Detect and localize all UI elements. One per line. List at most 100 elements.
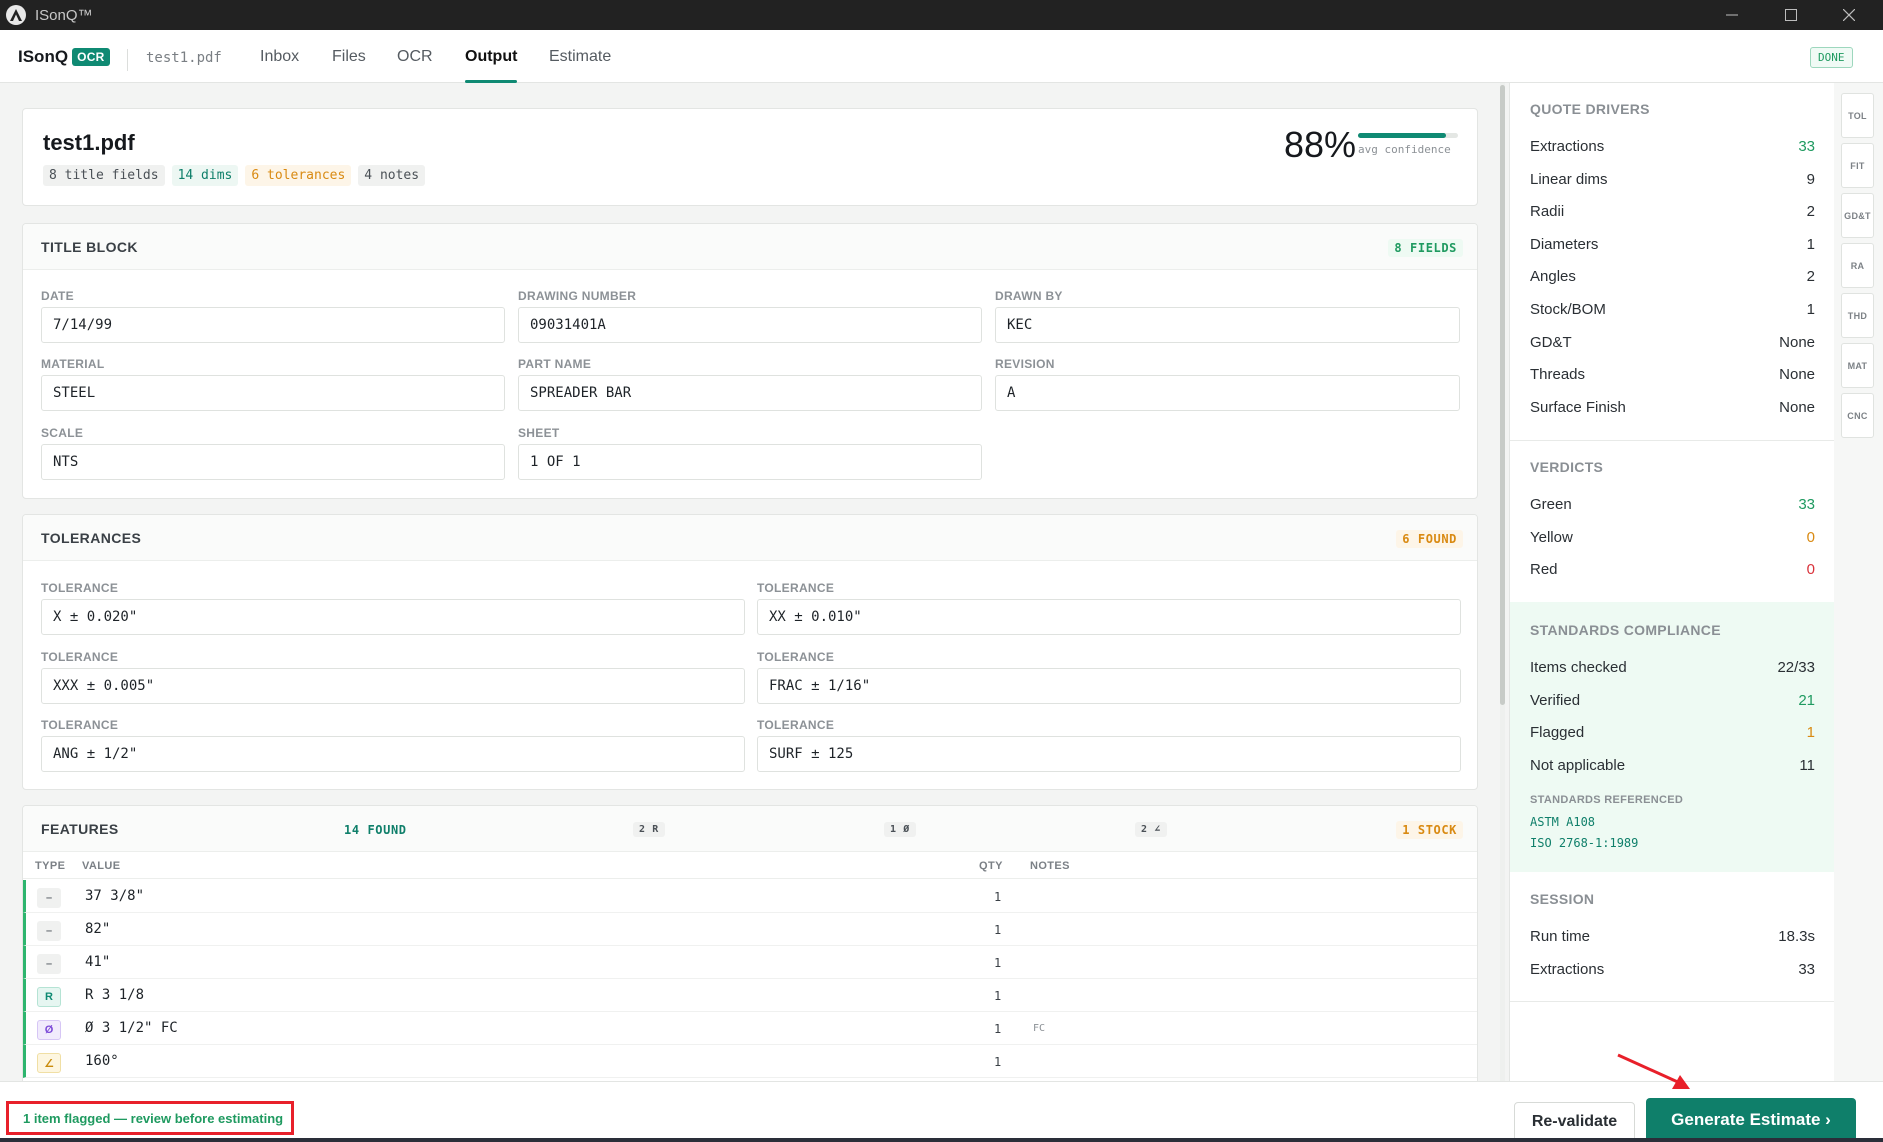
table-row[interactable]: – 37 3/8" 1 [23, 880, 1477, 913]
tab-estimate[interactable]: Estimate [549, 48, 612, 65]
tool-tab-thd[interactable]: THD [1841, 293, 1874, 338]
compliance-row: Verified 21 [1530, 692, 1815, 712]
quote-driver-label: Stock/BOM [1530, 301, 1606, 318]
table-row[interactable]: ∠ 160° 1 [23, 1045, 1477, 1078]
features-count-badge: 14 FOUND [344, 823, 407, 837]
feature-value: R 3 1/8 [85, 987, 145, 1003]
tool-tab-gdt[interactable]: GD&T [1841, 193, 1874, 238]
tolerance-field[interactable]: FRAC ± 1/16" [757, 668, 1461, 704]
sidebar-divider [1510, 1001, 1834, 1002]
chip-notes: 4 notes [358, 165, 426, 186]
top-nav: ISonQ OCR test1.pdf Inbox Files OCR Outp… [0, 30, 1883, 83]
verdict-value: 33 [1798, 496, 1815, 513]
quote-driver-row: Radii 2 [1530, 203, 1815, 223]
quote-driver-label: Angles [1530, 268, 1576, 286]
verdict-row: Red 0 [1530, 561, 1815, 581]
window-titlebar: ISonQ™ [0, 0, 1883, 30]
confidence-value: 88% [1284, 124, 1357, 165]
quote-driver-value: 1 [1806, 235, 1815, 253]
brand-name: ISonQ [18, 47, 69, 66]
tool-tab-mat[interactable]: MAT [1841, 343, 1874, 388]
quote-driver-label: Surface Finish [1530, 398, 1626, 416]
standard-ref: ISO 2768-1:1989 [1530, 836, 1639, 850]
chip-title-fields: 8 title fields [43, 165, 165, 186]
diameter-icon: Ø [37, 1020, 61, 1040]
tolerance-label: TOLERANCE [757, 581, 835, 595]
tool-tab-fit[interactable]: FIT [1841, 143, 1874, 188]
quote-driver-row: GD&T None [1530, 334, 1815, 354]
minimize-icon[interactable] [1703, 0, 1761, 30]
compliance-value: 22/33 [1777, 659, 1815, 676]
feature-qty: 1 [994, 1022, 1002, 1036]
column-value: VALUE [82, 860, 121, 872]
tab-files[interactable]: Files [332, 48, 366, 65]
generate-estimate-button[interactable]: Generate Estimate › [1646, 1098, 1856, 1142]
features-radius-badge: 2 R [633, 822, 665, 837]
table-row[interactable]: R R 3 1/8 1 [23, 979, 1477, 1012]
quote-sidebar: QUOTE DRIVERS Extractions 33 Linear dims 9 R… [1509, 83, 1834, 1081]
tab-inbox[interactable]: Inbox [260, 48, 300, 65]
feature-value: 37 3/8" [85, 888, 145, 904]
close-icon[interactable] [1820, 0, 1878, 30]
table-row[interactable]: – 82" 1 [23, 913, 1477, 946]
session-label: Run time [1530, 928, 1591, 945]
tool-tab-ra[interactable]: RA [1841, 243, 1874, 288]
main-scrollbar-thumb[interactable] [1500, 85, 1505, 705]
file-title: test1.pdf [43, 130, 135, 155]
session-value: 33 [1798, 961, 1815, 978]
field-material[interactable]: STEEL [41, 375, 505, 411]
tolerance-field[interactable]: SURF ± 125 [757, 736, 1461, 772]
tool-tab-cnc[interactable]: CNC [1841, 393, 1874, 438]
tolerance-label: TOLERANCE [757, 650, 835, 664]
confidence-bar-fill [1358, 133, 1446, 138]
field-sheet[interactable]: 1 OF 1 [518, 444, 982, 480]
tolerance-field[interactable]: XX ± 0.010" [757, 599, 1461, 635]
quote-driver-value: None [1779, 366, 1815, 384]
field-part-name[interactable]: SPREADER BAR [518, 375, 982, 411]
brand: ISonQ OCR [18, 47, 110, 67]
session-row: Run time 18.3s [1530, 928, 1815, 948]
standards-referenced-title: STANDARDS REFERENCED [1530, 794, 1684, 806]
tab-output[interactable]: Output [465, 48, 518, 65]
field-revision[interactable]: A [995, 375, 1460, 411]
quote-driver-row: Surface Finish None [1530, 399, 1815, 419]
table-row[interactable]: – 41" 1 [23, 946, 1477, 979]
quote-driver-row: Threads None [1530, 366, 1815, 386]
compliance-label: Verified [1530, 691, 1581, 709]
field-scale[interactable]: NTS [41, 444, 505, 480]
feature-qty: 1 [994, 956, 1002, 970]
session-value: 18.3s [1778, 928, 1815, 945]
field-drawn-by[interactable]: KEC [995, 307, 1460, 343]
main-content: test1.pdf 8 title fields 14 dims 6 toler… [0, 83, 1505, 1081]
table-row[interactable]: Ø Ø 3 1/2" FC 1 FC [23, 1012, 1477, 1045]
tolerances-card: TOLERANCES 6 FOUND TOLERANCE X ± 0.020" … [22, 514, 1478, 790]
tolerance-field[interactable]: ANG ± 1/2" [41, 736, 745, 772]
title-block-card: TITLE BLOCK 8 FIELDS DATE 7/14/99 DRAWIN… [22, 223, 1478, 499]
linear-dim-icon: – [37, 921, 61, 941]
verdict-value: 0 [1806, 528, 1815, 546]
quote-driver-row: Stock/BOM 1 [1530, 301, 1815, 321]
tolerance-field[interactable]: XXX ± 0.005" [41, 668, 745, 704]
summary-chips: 8 title fields 14 dims 6 tolerances 4 no… [43, 165, 426, 186]
tab-ocr[interactable]: OCR [397, 48, 433, 65]
compliance-label: Not applicable [1530, 756, 1626, 774]
status-badge: DONE [1810, 47, 1853, 68]
maximize-icon[interactable] [1762, 0, 1820, 30]
quote-driver-label: GD&T [1530, 333, 1572, 351]
title-block-header: TITLE BLOCK 8 FIELDS [23, 224, 1477, 270]
tolerance-label: TOLERANCE [41, 650, 119, 664]
tool-tab-tol[interactable]: TOL [1841, 93, 1874, 138]
revalidate-button[interactable]: Re-validate [1514, 1102, 1635, 1142]
verdict-row: Yellow 0 [1530, 529, 1815, 549]
verdict-label: Red [1530, 561, 1558, 579]
quote-driver-value: 2 [1806, 203, 1815, 221]
tolerance-label: TOLERANCE [757, 718, 835, 732]
tolerance-field[interactable]: X ± 0.020" [41, 599, 745, 635]
linear-dim-icon: – [37, 888, 61, 908]
feature-qty: 1 [994, 1055, 1002, 1069]
main-scrollbar-track[interactable] [1500, 83, 1505, 1081]
tolerances-title: TOLERANCES [41, 530, 142, 546]
field-drawing-number[interactable]: 09031401A [518, 307, 982, 343]
field-date[interactable]: 7/14/99 [41, 307, 505, 343]
sidebar-divider [1510, 440, 1834, 441]
